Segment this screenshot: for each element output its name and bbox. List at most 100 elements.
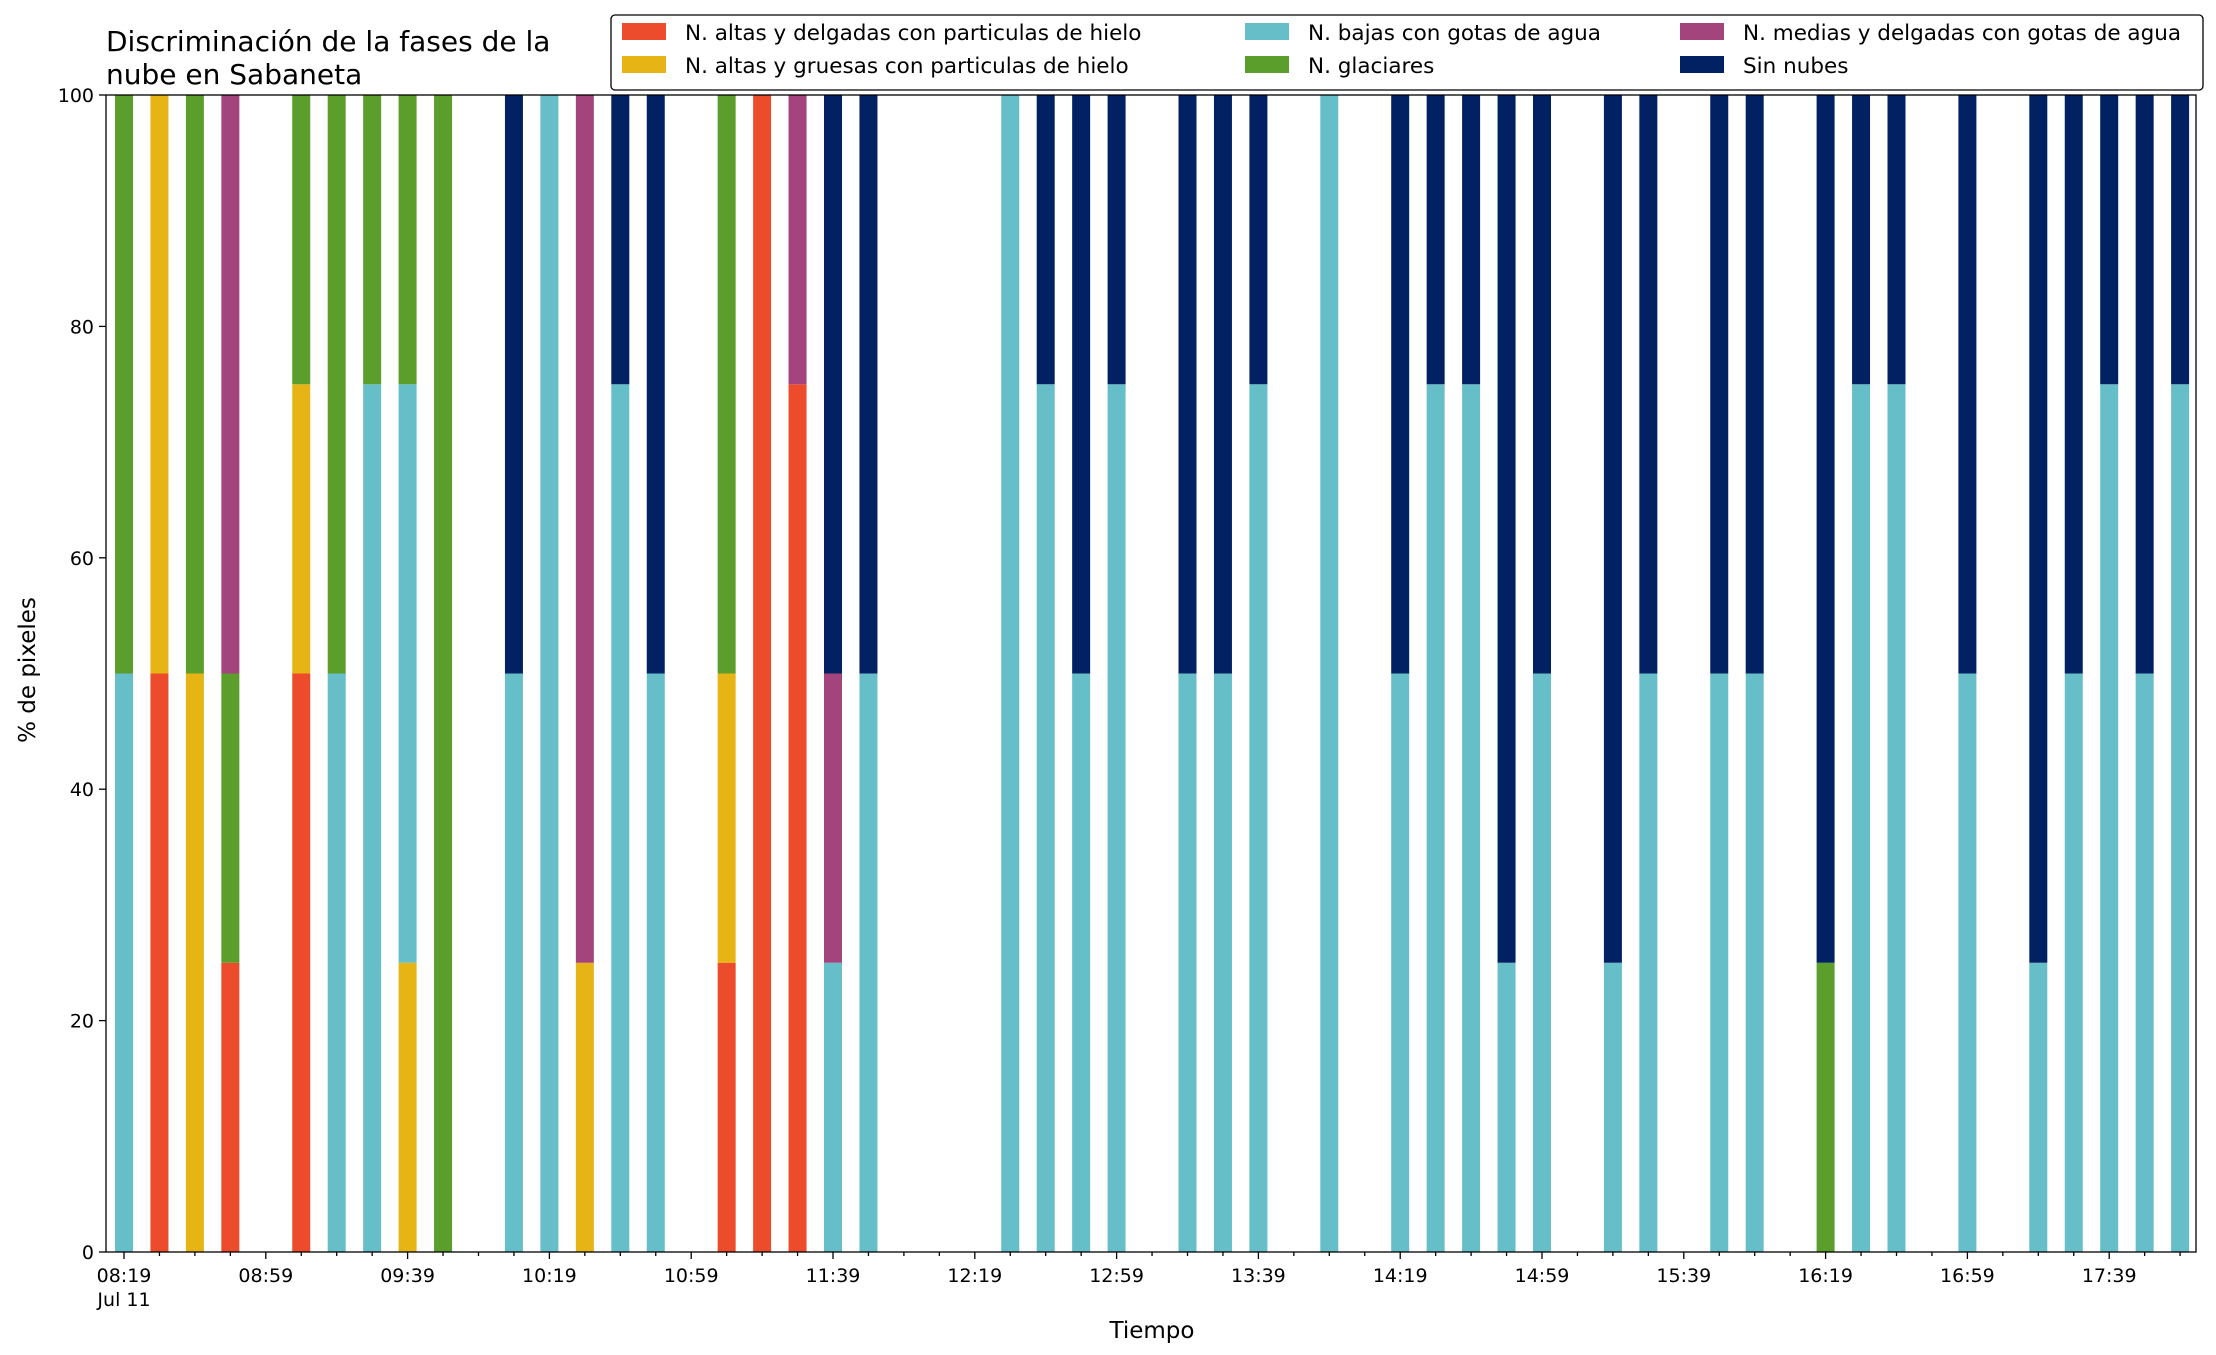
bar-segment-bajas_agua bbox=[115, 673, 133, 1252]
bar-segment-altas_gruesas bbox=[292, 384, 311, 674]
bar-segment-bajas_agua bbox=[2135, 673, 2154, 1252]
bar-segment-sin_nubes bbox=[1639, 95, 1658, 674]
bar-segment-sin_nubes bbox=[1852, 95, 1871, 385]
x-tick-label: 08:59 bbox=[238, 1265, 293, 1287]
bar-44 bbox=[2171, 95, 2190, 1252]
bar-segment-sin_nubes bbox=[1462, 95, 1481, 385]
bar-segment-sin_nubes bbox=[1958, 95, 1977, 674]
bar-10 bbox=[540, 95, 559, 1252]
bar-segment-bajas_agua bbox=[2029, 962, 2048, 1252]
bar-segment-bajas_agua bbox=[1745, 673, 1764, 1252]
bar-39 bbox=[1958, 95, 1977, 1252]
legend-label: N. medias y delgadas con gotas de agua bbox=[1743, 21, 2181, 46]
bar-6 bbox=[363, 95, 382, 1252]
bar-segment-sin_nubes bbox=[646, 95, 665, 674]
bar-segment-bajas_agua bbox=[2064, 673, 2083, 1252]
bar-segment-bajas_agua bbox=[2171, 384, 2190, 1252]
bar-14 bbox=[717, 95, 736, 1252]
bar-segment-altas_delgadas bbox=[221, 962, 240, 1252]
bar-23 bbox=[1178, 95, 1197, 1252]
bar-segment-glaciares bbox=[717, 95, 736, 674]
bars-layer bbox=[115, 95, 2190, 1252]
chart-title-line-1: Discriminación de la fases de la bbox=[106, 25, 550, 58]
bar-9 bbox=[504, 95, 523, 1252]
bar-segment-sin_nubes bbox=[1072, 95, 1091, 674]
bar-segment-sin_nubes bbox=[824, 95, 842, 674]
bar-segment-sin_nubes bbox=[1533, 95, 1551, 674]
legend-item-altas_delgadas: N. altas y delgadas con particulas de hi… bbox=[622, 21, 1141, 46]
bar-19 bbox=[1001, 95, 1020, 1252]
bar-segment-sin_nubes bbox=[2135, 95, 2154, 674]
bar-segment-sin_nubes bbox=[504, 95, 523, 674]
bar-segment-bajas_agua bbox=[1852, 384, 1871, 1252]
bar-0 bbox=[115, 95, 133, 1252]
bar-33 bbox=[1639, 95, 1658, 1252]
bar-20 bbox=[1036, 95, 1055, 1252]
legend-label: N. altas y delgadas con particulas de hi… bbox=[685, 21, 1141, 46]
bar-segment-medias_delgadas bbox=[824, 673, 842, 963]
bar-21 bbox=[1072, 95, 1091, 1252]
legend: N. altas y delgadas con particulas de hi… bbox=[610, 14, 2204, 91]
bar-1 bbox=[150, 95, 169, 1252]
x-date-label: Jul 11 bbox=[96, 1289, 150, 1311]
bar-segment-glaciares bbox=[434, 95, 453, 1252]
x-tick-label: 17:39 bbox=[2082, 1265, 2137, 1287]
y-axis-label: % de pixeles bbox=[15, 597, 41, 743]
x-tick-label: 15:39 bbox=[1656, 1265, 1711, 1287]
x-tick-label: 14:59 bbox=[1515, 1265, 1570, 1287]
bar-41 bbox=[2064, 95, 2083, 1252]
bar-32 bbox=[1603, 95, 1622, 1252]
bar-43 bbox=[2135, 95, 2154, 1252]
bar-13 bbox=[646, 95, 665, 1252]
bar-segment-bajas_agua bbox=[1639, 673, 1658, 1252]
bar-segment-bajas_agua bbox=[2100, 384, 2119, 1252]
bar-segment-bajas_agua bbox=[1107, 384, 1126, 1252]
bar-segment-bajas_agua bbox=[1072, 673, 1091, 1252]
bar-segment-bajas_agua bbox=[1001, 95, 1020, 1252]
bar-segment-altas_gruesas bbox=[575, 962, 594, 1252]
bar-segment-bajas_agua bbox=[1462, 384, 1481, 1252]
bar-segment-bajas_agua bbox=[1178, 673, 1197, 1252]
bar-segment-bajas_agua bbox=[327, 673, 346, 1252]
legend-label: Sin nubes bbox=[1743, 54, 1848, 79]
bar-35 bbox=[1745, 95, 1764, 1252]
legend-swatch bbox=[1245, 23, 1289, 40]
legend-item-sin_nubes: Sin nubes bbox=[1680, 54, 1848, 79]
bar-segment-glaciares bbox=[221, 673, 240, 963]
bar-segment-altas_gruesas bbox=[717, 673, 736, 963]
bar-segment-altas_delgadas bbox=[150, 673, 169, 1252]
x-tick-label: 16:59 bbox=[1940, 1265, 1995, 1287]
bar-segment-bajas_agua bbox=[1533, 673, 1551, 1252]
bar-42 bbox=[2100, 95, 2119, 1252]
x-tick-label: 08:19 bbox=[97, 1265, 152, 1287]
x-tick-label: 13:39 bbox=[1231, 1265, 1286, 1287]
bar-segment-sin_nubes bbox=[2029, 95, 2048, 963]
x-axis-label: Tiempo bbox=[1109, 1318, 1195, 1344]
legend-item-altas_gruesas: N. altas y gruesas con particulas de hie… bbox=[622, 54, 1129, 79]
bar-segment-glaciares bbox=[185, 95, 204, 674]
x-tick-label: 09:39 bbox=[380, 1265, 435, 1287]
x-tick-label: 16:19 bbox=[1798, 1265, 1853, 1287]
bar-segment-sin_nubes bbox=[1497, 95, 1516, 963]
bar-11 bbox=[575, 95, 594, 1252]
bar-segment-glaciares bbox=[115, 95, 133, 674]
bar-segment-altas_delgadas bbox=[717, 962, 736, 1252]
bar-28 bbox=[1426, 95, 1445, 1252]
bar-segment-sin_nubes bbox=[859, 95, 878, 674]
bar-16 bbox=[788, 95, 807, 1252]
bar-segment-bajas_agua bbox=[363, 384, 382, 1252]
legend-label: N. bajas con gotas de agua bbox=[1308, 21, 1601, 46]
bar-3 bbox=[221, 95, 240, 1252]
bar-segment-glaciares bbox=[398, 95, 417, 385]
legend-label: N. altas y gruesas con particulas de hie… bbox=[685, 54, 1129, 79]
bar-12 bbox=[611, 95, 630, 1252]
bar-segment-sin_nubes bbox=[1745, 95, 1764, 674]
bar-segment-medias_delgadas bbox=[788, 95, 807, 385]
bar-31 bbox=[1533, 95, 1551, 1252]
bar-segment-bajas_agua bbox=[1391, 673, 1410, 1252]
legend-box bbox=[610, 14, 2204, 91]
bar-segment-altas_delgadas bbox=[292, 673, 311, 1252]
legend-item-glaciares: N. glaciares bbox=[1245, 54, 1434, 79]
legend-item-bajas_agua: N. bajas con gotas de agua bbox=[1245, 21, 1601, 46]
bar-segment-sin_nubes bbox=[1249, 95, 1268, 385]
